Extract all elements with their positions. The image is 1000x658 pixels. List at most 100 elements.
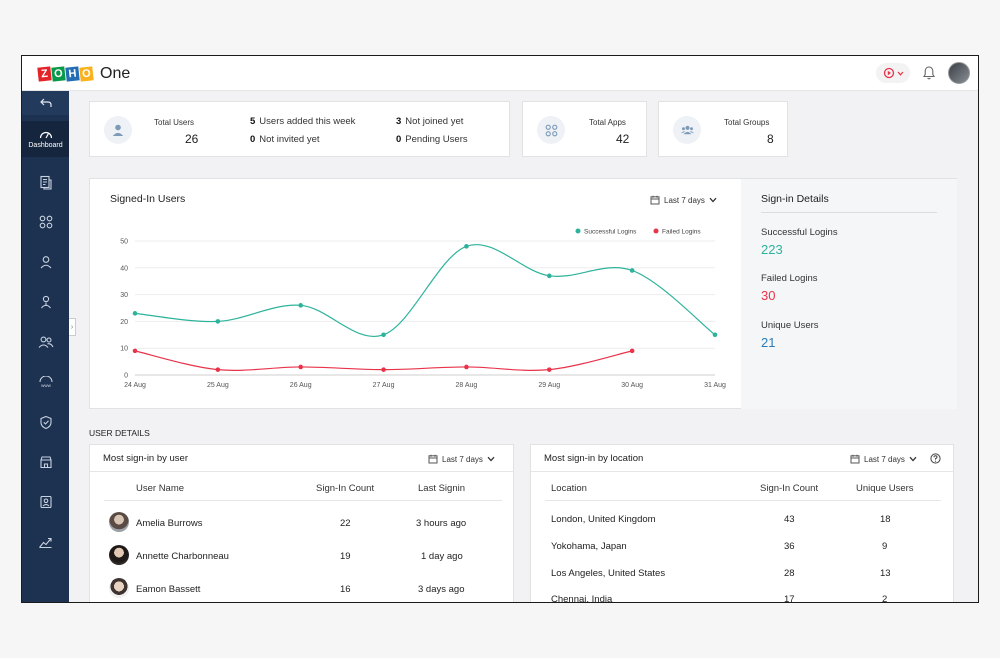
col-last-signin[interactable]: Last Signin [418, 483, 466, 494]
legend-marker [575, 228, 581, 234]
sidebar-item-security[interactable] [22, 403, 69, 441]
pending-label: Pending Users [405, 134, 468, 145]
by-user-title: Most sign-in by user [103, 453, 189, 464]
sidebar-item-users[interactable] [22, 243, 69, 281]
data-point [215, 319, 221, 324]
table-row[interactable]: Los Angeles, United States 28 13 [531, 561, 953, 588]
location-name: Los Angeles, United States [551, 568, 666, 579]
unique-users: 18 [880, 514, 891, 525]
table-row[interactable]: Amelia Burrows 22 3 hours ago [90, 506, 513, 539]
series-line [134, 244, 716, 337]
record-icon [883, 67, 894, 79]
sidebar-item-reports[interactable] [22, 163, 69, 201]
not-invited-stat: 0 Not invited yet [250, 134, 320, 145]
divider [545, 500, 941, 501]
security-shield-icon [39, 415, 52, 429]
total-users-value: 26 [185, 132, 199, 146]
user-name: Amelia Burrows [136, 518, 203, 529]
col-signin-count[interactable]: Sign-In Count [316, 483, 375, 494]
sidebar-back[interactable] [22, 91, 69, 115]
table-row[interactable]: Chennai, India 17 2 [531, 588, 953, 603]
data-point [464, 244, 469, 249]
users-icon-wrap [104, 116, 132, 144]
col-unique-users[interactable]: Unique Users [856, 483, 914, 494]
by-user-range-select[interactable]: Last 7 days [428, 454, 495, 464]
by-location-range-select[interactable]: Last 7 days [850, 454, 917, 464]
groups-icon-wrap [673, 116, 701, 144]
data-point [381, 367, 386, 372]
chevron-down-icon [709, 197, 717, 203]
data-point [132, 348, 138, 354]
data-point [464, 364, 469, 370]
sidebar-collapse-handle[interactable]: › [69, 318, 76, 336]
x-tick-label: 26 Aug [290, 382, 312, 389]
x-tick-label: 31 Aug [704, 382, 726, 389]
sidebar-item-dashboard[interactable]: Dashboard [22, 121, 69, 157]
signin-count: 19 [340, 551, 351, 562]
sidebar-item-store[interactable] [22, 443, 69, 481]
sidebar-item-directory[interactable] [22, 483, 69, 521]
signin-count: 16 [340, 584, 351, 595]
location-name: Yokohama, Japan [551, 541, 627, 552]
sidebar-item-groups[interactable] [22, 323, 69, 361]
unique-users: 2 [882, 594, 888, 603]
not-invited-label: Not invited yet [259, 134, 320, 145]
not-joined-stat: 3 Not joined yet [396, 116, 463, 127]
signin-details-title: Sign-in Details [761, 193, 829, 205]
report-icon [39, 175, 52, 190]
sidebar-item-admins[interactable] [22, 283, 69, 321]
col-signin-count[interactable]: Sign-In Count [760, 483, 819, 494]
apps-icon-wrap [537, 116, 565, 144]
table-row[interactable]: London, United Kingdom 43 18 [531, 507, 953, 534]
y-tick-label: 0 [124, 373, 128, 380]
table-row[interactable]: Annette Charbonneau 19 1 day ago [90, 539, 513, 572]
x-tick-label: 27 Aug [373, 382, 395, 389]
col-user-name[interactable]: User Name [136, 483, 185, 494]
sidebar-item-analytics[interactable] [22, 523, 69, 561]
logo-letter: O [79, 66, 94, 82]
meeting-button[interactable] [876, 63, 910, 83]
total-groups-card[interactable]: Total Groups 8 [658, 101, 788, 157]
chart-range-label: Last 7 days [664, 195, 705, 205]
bell-icon[interactable] [922, 65, 936, 81]
signin-details-panel: Sign-in Details Successful Logins 223 Fa… [741, 179, 957, 409]
user-avatar [109, 512, 129, 532]
sidebar-item-apps[interactable] [22, 203, 69, 241]
chevron-down-icon [897, 71, 903, 76]
failed-logins-label: Failed Logins [761, 273, 818, 284]
pending-count: 0 [396, 134, 402, 145]
chart-range-select[interactable]: Last 7 days [650, 195, 717, 205]
unique-users: 13 [880, 568, 891, 579]
profile-avatar[interactable] [948, 62, 970, 84]
top-bar: Z O H O One [22, 56, 978, 91]
total-apps-card[interactable]: Total Apps 42 [522, 101, 647, 157]
total-apps-value: 42 [616, 132, 630, 146]
y-tick-label: 40 [120, 265, 128, 272]
apps-grid-icon [545, 124, 557, 136]
card-header: Most sign-in by location Last 7 days [531, 445, 953, 472]
app-name: One [100, 65, 131, 82]
groups-icon [680, 125, 694, 135]
admin-icon [40, 295, 51, 309]
signin-count: 17 [784, 594, 795, 603]
data-point [712, 332, 718, 338]
help-icon[interactable] [930, 453, 941, 464]
location-name: London, United Kingdom [551, 514, 656, 525]
sidebar-item-domains[interactable]: www [22, 363, 69, 401]
user-name: Annette Charbonneau [136, 551, 229, 562]
user-details-heading: USER DETAILS [89, 428, 150, 438]
data-point [546, 367, 552, 372]
domains-icon: www [38, 376, 53, 388]
col-location[interactable]: Location [551, 483, 587, 494]
total-groups-label: Total Groups [724, 118, 770, 127]
table-row[interactable]: Eamon Bassett 16 3 days ago [90, 572, 513, 602]
legend-label: Successful Logins [584, 229, 637, 236]
zoho-logo[interactable]: Z O H O One [37, 65, 131, 83]
table-row[interactable]: Yokohama, Japan 36 9 [531, 534, 953, 561]
data-point [546, 273, 552, 279]
chevron-down-icon [909, 456, 917, 462]
x-tick-label: 25 Aug [207, 382, 229, 389]
signin-count: 43 [784, 514, 795, 525]
data-point [381, 332, 386, 338]
y-tick-label: 50 [120, 239, 128, 246]
